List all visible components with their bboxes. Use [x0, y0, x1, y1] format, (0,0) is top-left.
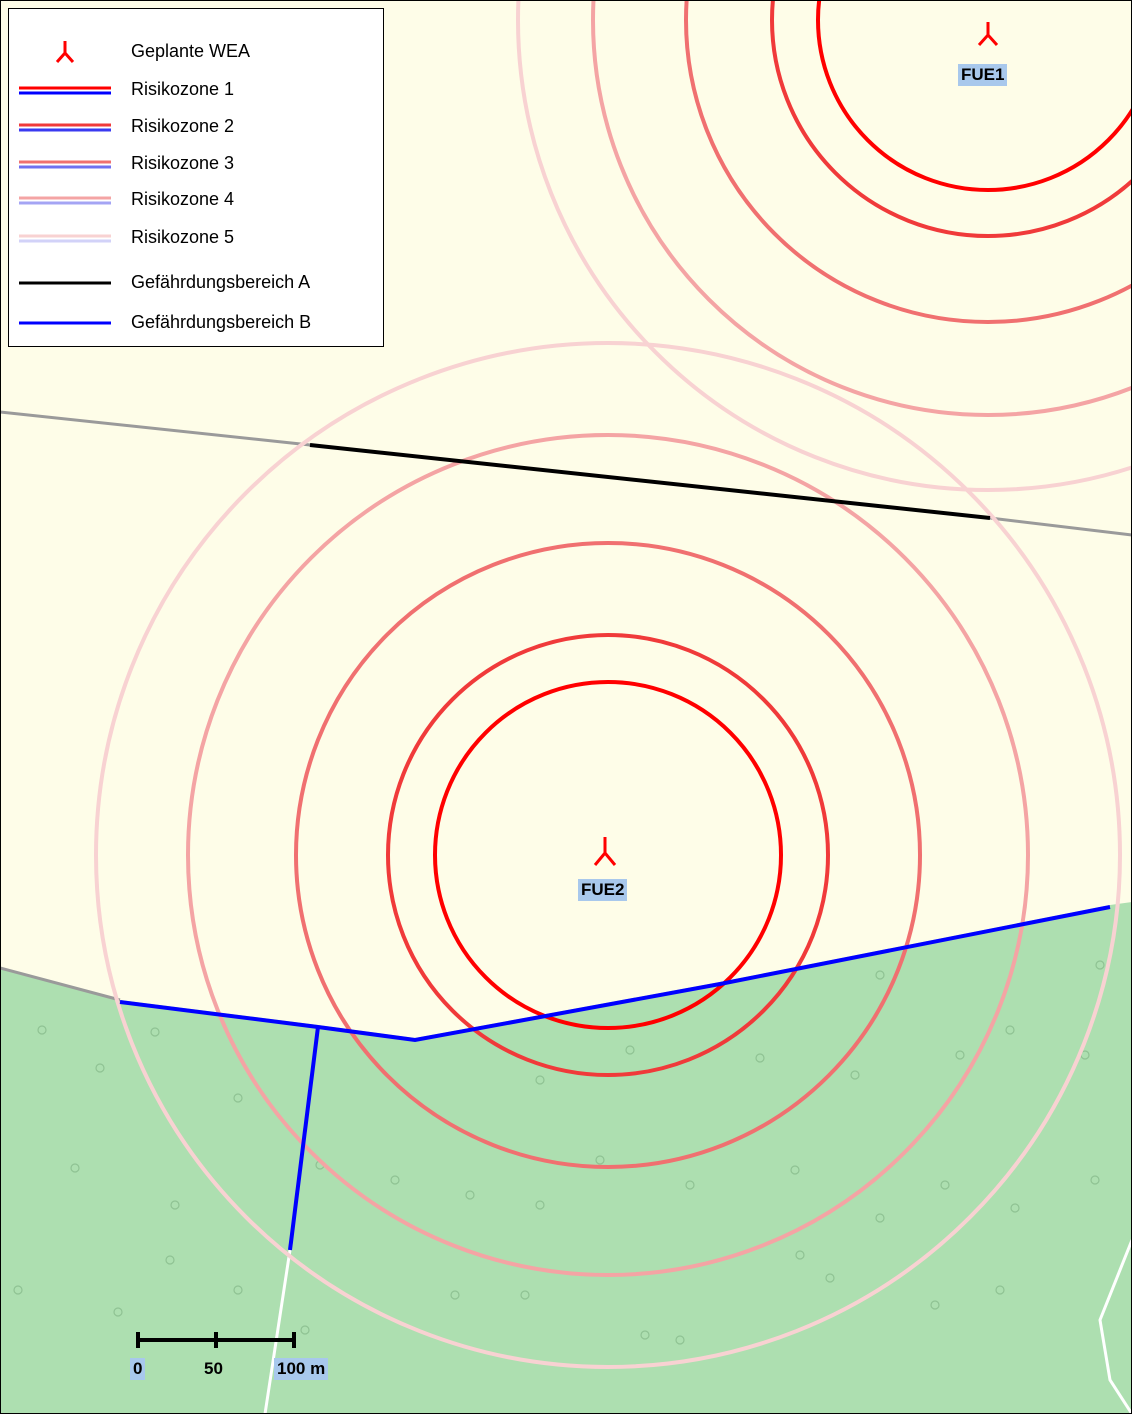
legend-item-risk-zone-1: Risikozone 1	[9, 75, 383, 105]
turbine-icon[interactable]	[593, 837, 617, 866]
risk-zone-1-fue1	[816, 0, 1132, 192]
legend-item-risk-zone-5: Risikozone 5	[9, 223, 383, 253]
legend-label: Risikozone 1	[131, 79, 235, 99]
risk-zone-2-fue2	[386, 633, 830, 1077]
turbine-label-fue2[interactable]: FUE2	[578, 879, 628, 901]
legend-label: Gefährdungsbereich B	[131, 312, 312, 332]
map-legend: Geplante WEA Risikozone 1 Risikozone 2 R…	[8, 8, 384, 347]
double-line-symbol	[19, 86, 111, 95]
legend-item-risk-zone-2: Risikozone 2	[9, 112, 383, 142]
legend-label: Risikozone 5	[131, 227, 235, 247]
line-symbol	[19, 321, 111, 325]
double-line-symbol	[19, 123, 111, 132]
hazard-area-b-line	[119, 905, 1111, 1043]
double-line-symbol	[19, 160, 111, 169]
path-south	[263, 1249, 292, 1414]
double-line-symbol	[19, 196, 111, 205]
legend-label: Gefährdungsbereich A	[131, 272, 311, 292]
risk-zones-fue2	[94, 341, 1122, 1369]
forest-tree-symbols	[13, 960, 1105, 1345]
legend-label: Risikozone 2	[131, 116, 235, 136]
risk-zone-4-fue2	[186, 433, 1030, 1277]
legend-label: Risikozone 3	[131, 153, 235, 173]
risk-zone-3-fue1	[684, 0, 1132, 324]
legend-item-hazard-area-b: Gefährdungsbereich B	[9, 308, 383, 338]
path-east	[1098, 1239, 1132, 1414]
legend-item-risk-zone-4: Risikozone 4	[9, 185, 383, 215]
legend-item-risk-zone-3: Risikozone 3	[9, 149, 383, 179]
scale-tick-50: 50	[204, 1359, 223, 1378]
scale-bar	[136, 1332, 296, 1348]
legend-item-turbine: Geplante WEA	[9, 37, 383, 67]
turbine-label-fue1[interactable]: FUE1	[958, 64, 1008, 86]
risk-zone-4-fue1	[591, 0, 1132, 417]
legend-label: Risikozone 4	[131, 189, 235, 209]
scale-tick-0: 0	[130, 1358, 146, 1380]
risk-zone-5-fue2	[94, 341, 1122, 1369]
hazard-area-a-line	[309, 443, 991, 520]
double-line-symbol	[19, 234, 111, 243]
turbine-icon[interactable]	[977, 22, 999, 47]
risk-zone-5-fue1	[516, 0, 1132, 492]
risk-zone-3-fue2	[294, 541, 922, 1169]
risk-zones-fue1	[516, 0, 1132, 492]
legend-item-hazard-area-a: Gefährdungsbereich A	[9, 268, 383, 298]
risk-zone-2-fue1	[770, 0, 1132, 238]
turbine-icon	[55, 41, 75, 63]
line-symbol	[19, 281, 111, 285]
risk-zone-1-fue2	[433, 680, 783, 1030]
forest-edge-road	[0, 966, 121, 1002]
hazard-area-b-branch	[288, 1026, 320, 1251]
scale-tick-100: 100 m	[274, 1358, 329, 1380]
legend-label: Geplante WEA	[131, 41, 251, 61]
